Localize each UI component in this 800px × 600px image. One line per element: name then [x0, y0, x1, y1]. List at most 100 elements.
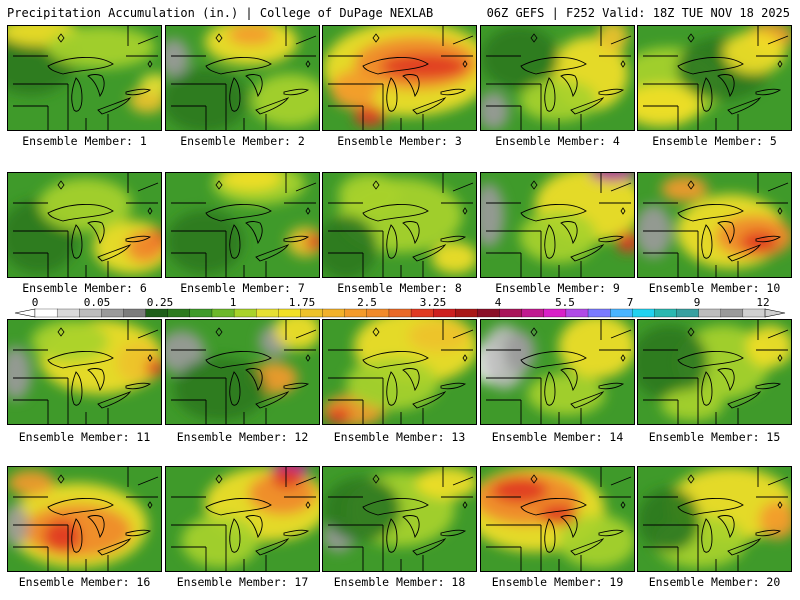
map-title: Precipitation Accumulation (in.) | Colle… — [7, 6, 434, 20]
ensemble-member-label: Ensemble Member: 6 — [22, 281, 147, 295]
precip-field — [8, 26, 161, 130]
ensemble-member-label: Ensemble Member: 12 — [176, 430, 309, 444]
ensemble-map-panel — [322, 466, 477, 572]
colorbar-tick-label: 0 — [31, 296, 39, 309]
colorbar-left-arrow — [14, 308, 36, 318]
ensemble-member-label: Ensemble Member: 8 — [337, 281, 462, 295]
colorbar-segment — [322, 308, 346, 318]
ensemble-map-panel — [480, 319, 635, 425]
colorbar-segment — [123, 308, 147, 318]
colorbar-segment — [565, 308, 589, 318]
colorbar-segment — [521, 308, 545, 318]
colorbar-segment — [167, 308, 191, 318]
precip-field — [481, 467, 634, 571]
model-run-info: 06Z GEFS | F252 Valid: 18Z TUE NOV 18 20… — [486, 6, 790, 20]
colorbar-segment — [698, 308, 722, 318]
colorbar-segment — [388, 308, 412, 318]
colorbar-tick-label: 3.25 — [419, 296, 447, 309]
precip-field — [323, 320, 476, 424]
ensemble-member-label: Ensemble Member: 5 — [652, 134, 777, 148]
colorbar-segment — [256, 308, 279, 318]
ensemble-map-panel — [165, 466, 320, 572]
colorbar-segment — [34, 308, 58, 318]
colorbar-segment — [543, 308, 567, 318]
precipitation-colorbar — [14, 308, 786, 318]
precip-field — [166, 320, 319, 424]
ensemble-map-panel — [165, 25, 320, 131]
colorbar-segment — [189, 308, 213, 318]
colorbar-segment — [233, 308, 257, 318]
ensemble-member-label: Ensemble Member: 16 — [18, 575, 151, 589]
precip-field — [481, 173, 634, 277]
ensemble-member-label: Ensemble Member: 4 — [495, 134, 620, 148]
ensemble-map-panel — [480, 172, 635, 278]
ensemble-map-panel — [322, 172, 477, 278]
ensemble-map-panel — [480, 25, 635, 131]
colorbar-tick-label: 0.05 — [83, 296, 111, 309]
ensemble-map-panel — [637, 466, 792, 572]
precip-field — [638, 173, 791, 277]
colorbar-tick-label: 7 — [626, 296, 634, 309]
ensemble-member-label: Ensemble Member: 13 — [333, 430, 466, 444]
ensemble-member-label: Ensemble Member: 10 — [648, 281, 781, 295]
colorbar-tick-label: 1 — [229, 296, 237, 309]
colorbar-segment — [632, 308, 655, 318]
colorbar-segment — [610, 308, 633, 318]
precip-field — [481, 320, 634, 424]
precip-field — [323, 26, 476, 130]
ensemble-member-label: Ensemble Member: 20 — [648, 575, 781, 589]
ensemble-member-label: Ensemble Member: 19 — [491, 575, 624, 589]
colorbar-tick-label: 5.5 — [555, 296, 575, 309]
ensemble-member-label: Ensemble Member: 3 — [337, 134, 462, 148]
ensemble-member-label: Ensemble Member: 9 — [495, 281, 620, 295]
colorbar-segment — [433, 308, 456, 318]
ensemble-map-panel — [637, 319, 792, 425]
colorbar-segment — [211, 308, 235, 318]
colorbar-segment — [676, 308, 700, 318]
colorbar-segment — [587, 308, 611, 318]
precip-field — [166, 26, 319, 130]
colorbar-segment — [455, 308, 478, 318]
colorbar-tick-label: 1.75 — [288, 296, 316, 309]
colorbar-segment — [742, 308, 766, 318]
ensemble-map-panel — [7, 25, 162, 131]
ensemble-map-panel — [637, 25, 792, 131]
colorbar-tick-label: 9 — [693, 296, 701, 309]
ensemble-map-panel — [637, 172, 792, 278]
colorbar-tick-label: 12 — [756, 296, 770, 309]
precip-field — [8, 467, 161, 571]
colorbar-segment — [145, 308, 169, 318]
ensemble-map-panel — [322, 319, 477, 425]
precip-field — [481, 26, 634, 130]
colorbar-segment — [79, 308, 102, 318]
colorbar-segment — [654, 308, 678, 318]
colorbar-segment — [300, 308, 324, 318]
ensemble-map-panel — [165, 172, 320, 278]
colorbar-segment — [344, 308, 368, 318]
ensemble-map-panel — [480, 466, 635, 572]
colorbar-segment — [366, 308, 390, 318]
precip-field — [166, 467, 319, 571]
colorbar-segment — [101, 308, 125, 318]
ensemble-map-panel — [7, 172, 162, 278]
precip-field — [8, 173, 161, 277]
colorbar-segment — [499, 308, 523, 318]
colorbar-right-arrow — [764, 308, 786, 318]
colorbar-tick-label: 4 — [494, 296, 502, 309]
ensemble-map-panel — [7, 319, 162, 425]
colorbar-segment — [477, 308, 501, 318]
ensemble-member-label: Ensemble Member: 14 — [491, 430, 624, 444]
precip-field — [323, 173, 476, 277]
ensemble-member-label: Ensemble Member: 2 — [180, 134, 305, 148]
ensemble-member-label: Ensemble Member: 17 — [176, 575, 309, 589]
ensemble-member-label: Ensemble Member: 18 — [333, 575, 466, 589]
colorbar-tick-label: 0.25 — [146, 296, 174, 309]
ensemble-member-label: Ensemble Member: 1 — [22, 134, 147, 148]
precip-field — [638, 320, 791, 424]
colorbar-segment — [410, 308, 434, 318]
precip-field — [638, 26, 791, 130]
colorbar-segment — [56, 308, 80, 318]
ensemble-member-label: Ensemble Member: 15 — [648, 430, 781, 444]
precip-field — [323, 467, 476, 571]
ensemble-map-panel — [322, 25, 477, 131]
